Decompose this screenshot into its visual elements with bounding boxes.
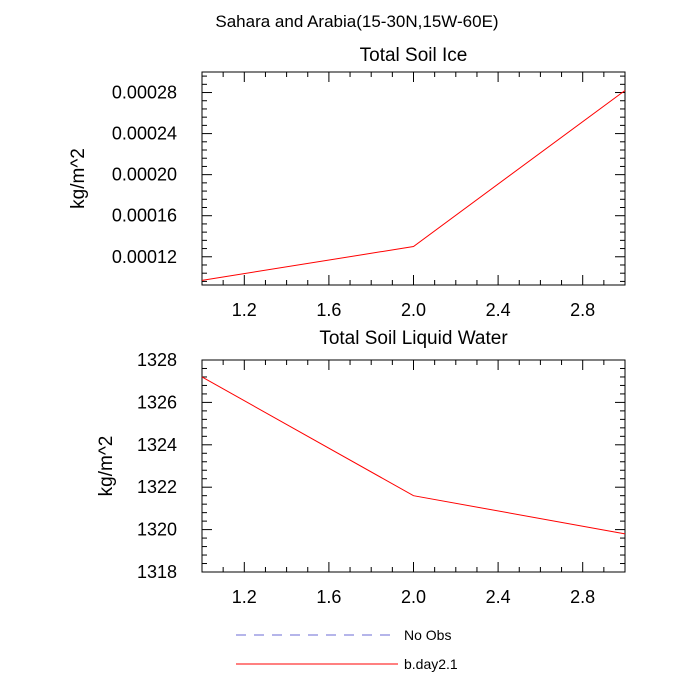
series-line-b-day2-1	[201, 376, 626, 535]
y-axis-label: kg/m^2	[68, 148, 89, 209]
legend-item: No Obs	[236, 627, 451, 643]
x-tick-label: 1.6	[316, 587, 341, 607]
figure-title: Sahara and Arabia(15-30N,15W-60E)	[215, 12, 498, 31]
y-axis-label: kg/m^2	[96, 436, 117, 497]
y-tick-label: 1320	[137, 520, 177, 540]
panel-title: Total Soil Ice	[360, 45, 468, 66]
legend-item: b.day2.1	[236, 656, 458, 672]
y-tick-label: 0.00028	[112, 83, 177, 103]
y-tick-label: 0.00024	[112, 124, 177, 144]
x-tick-label: 2.4	[486, 300, 511, 320]
y-tick-label: 0.00020	[112, 165, 177, 185]
x-tick-label: 1.6	[316, 300, 341, 320]
plot-frame	[201, 71, 626, 286]
plot-frame	[201, 359, 626, 573]
y-tick-label: 1322	[137, 477, 177, 497]
x-tick-label: 2.0	[401, 300, 426, 320]
legend-label: b.day2.1	[404, 656, 458, 672]
y-tick-label: 1326	[137, 392, 177, 412]
y-tick-label: 1324	[137, 435, 177, 455]
panel-1: Total Soil Ice kg/m^2 1.2 1.6 2.0 2.4 2.8 0.000…	[68, 45, 626, 320]
x-tick-label: 1.2	[232, 587, 257, 607]
series-line-b-day2-1	[201, 90, 626, 281]
x-tick-label: 2.4	[486, 587, 511, 607]
legend: No Obs b.day2.1	[236, 627, 458, 672]
y-tick-label: 0.00016	[112, 206, 177, 226]
y-tick-label: 1328	[137, 350, 177, 370]
y-tick-label: 0.00012	[112, 247, 177, 267]
y-tick-label: 1318	[137, 562, 177, 582]
x-tick-label: 2.8	[570, 300, 595, 320]
x-tick-label: 1.2	[232, 300, 257, 320]
panel-title: Total Soil Liquid Water	[319, 328, 508, 349]
panel-2: Total Soil Liquid Water kg/m^2 1.2 1.6 2.0 2.…	[96, 328, 626, 607]
legend-label: No Obs	[404, 627, 451, 643]
panels: Total Soil Ice kg/m^2 1.2 1.6 2.0 2.4 2.8 0.000…	[68, 45, 626, 607]
x-tick-label: 2.0	[401, 587, 426, 607]
x-tick-label: 2.8	[570, 587, 595, 607]
